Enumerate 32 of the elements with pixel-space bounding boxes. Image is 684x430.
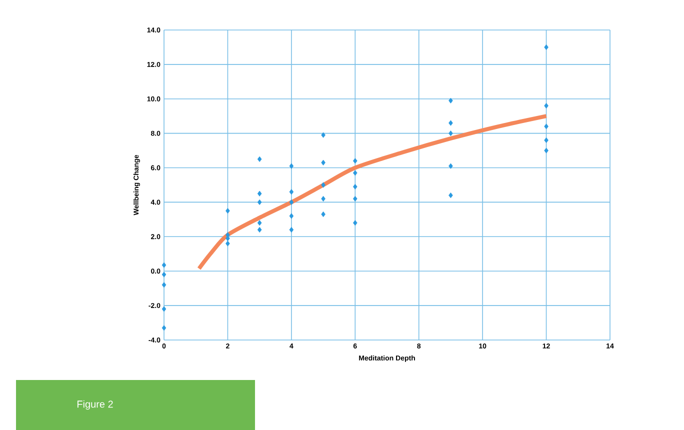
- point: [353, 170, 358, 176]
- point: [257, 220, 262, 226]
- point: [162, 262, 166, 268]
- point: [544, 124, 548, 130]
- point: [226, 208, 230, 214]
- point: [226, 240, 230, 246]
- point: [289, 199, 294, 206]
- point: [162, 325, 166, 331]
- point: [289, 189, 294, 195]
- point: [162, 272, 166, 278]
- point: [289, 226, 294, 233]
- point: [448, 120, 453, 126]
- caption: Figure 2: [77, 400, 113, 410]
- point: [321, 182, 326, 188]
- point: [162, 282, 166, 288]
- point: [289, 213, 294, 219]
- point: [353, 158, 358, 164]
- point: [289, 163, 294, 169]
- point: [544, 148, 548, 154]
- point: [448, 130, 453, 136]
- point: [448, 98, 453, 104]
- point: [257, 156, 262, 162]
- point: [162, 306, 166, 312]
- point: [321, 132, 326, 138]
- point: [321, 160, 326, 166]
- point: [257, 199, 262, 206]
- point: [448, 192, 453, 198]
- point: [448, 163, 453, 169]
- point: [257, 226, 262, 233]
- point: [257, 190, 262, 196]
- line-series: [197, 114, 548, 271]
- point: [353, 220, 358, 226]
